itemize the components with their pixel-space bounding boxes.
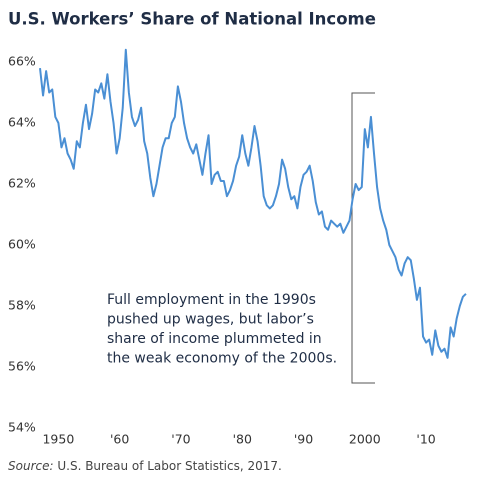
x-tick-label: 1950: [42, 432, 74, 447]
x-tick-label: '70: [171, 432, 190, 447]
y-tick-label: 56%: [8, 359, 36, 374]
x-tick-label: '80: [233, 432, 252, 447]
x-tick-label: 2000: [349, 432, 381, 447]
y-tick-label: 64%: [8, 115, 36, 130]
annotation-line: Full employment in the 1990s: [107, 292, 316, 308]
y-tick-label: 54%: [8, 420, 36, 435]
chart-title: U.S. Workers’ Share of National Income: [8, 10, 376, 29]
x-tick-label: '90: [294, 432, 313, 447]
y-tick-label: 58%: [8, 298, 36, 313]
annotation-line: the weak economy of the 2000s.: [107, 351, 337, 367]
y-tick-label: 60%: [8, 237, 36, 252]
annotation-line: share of income plummeted in: [107, 331, 322, 347]
source-label: Source:: [8, 459, 54, 473]
source: Source: U.S. Bureau of Labor Statistics,…: [8, 459, 282, 473]
x-tick-label: '60: [110, 432, 129, 447]
bracket: [351, 92, 375, 384]
x-tick-label: '10: [416, 432, 435, 447]
line: [39, 48, 467, 359]
y-tick-label: 62%: [8, 176, 36, 191]
source-text: U.S. Bureau of Labor Statistics, 2017.: [57, 459, 281, 473]
annotation-line: pushed up wages, but labor’s: [107, 312, 314, 328]
y-tick-label: 66%: [8, 54, 36, 69]
annotation: Full employment in the 1990s pushed up wa…: [107, 292, 337, 367]
